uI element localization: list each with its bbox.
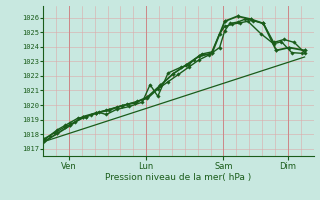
X-axis label: Pression niveau de la mer( hPa ): Pression niveau de la mer( hPa ) [105, 173, 252, 182]
